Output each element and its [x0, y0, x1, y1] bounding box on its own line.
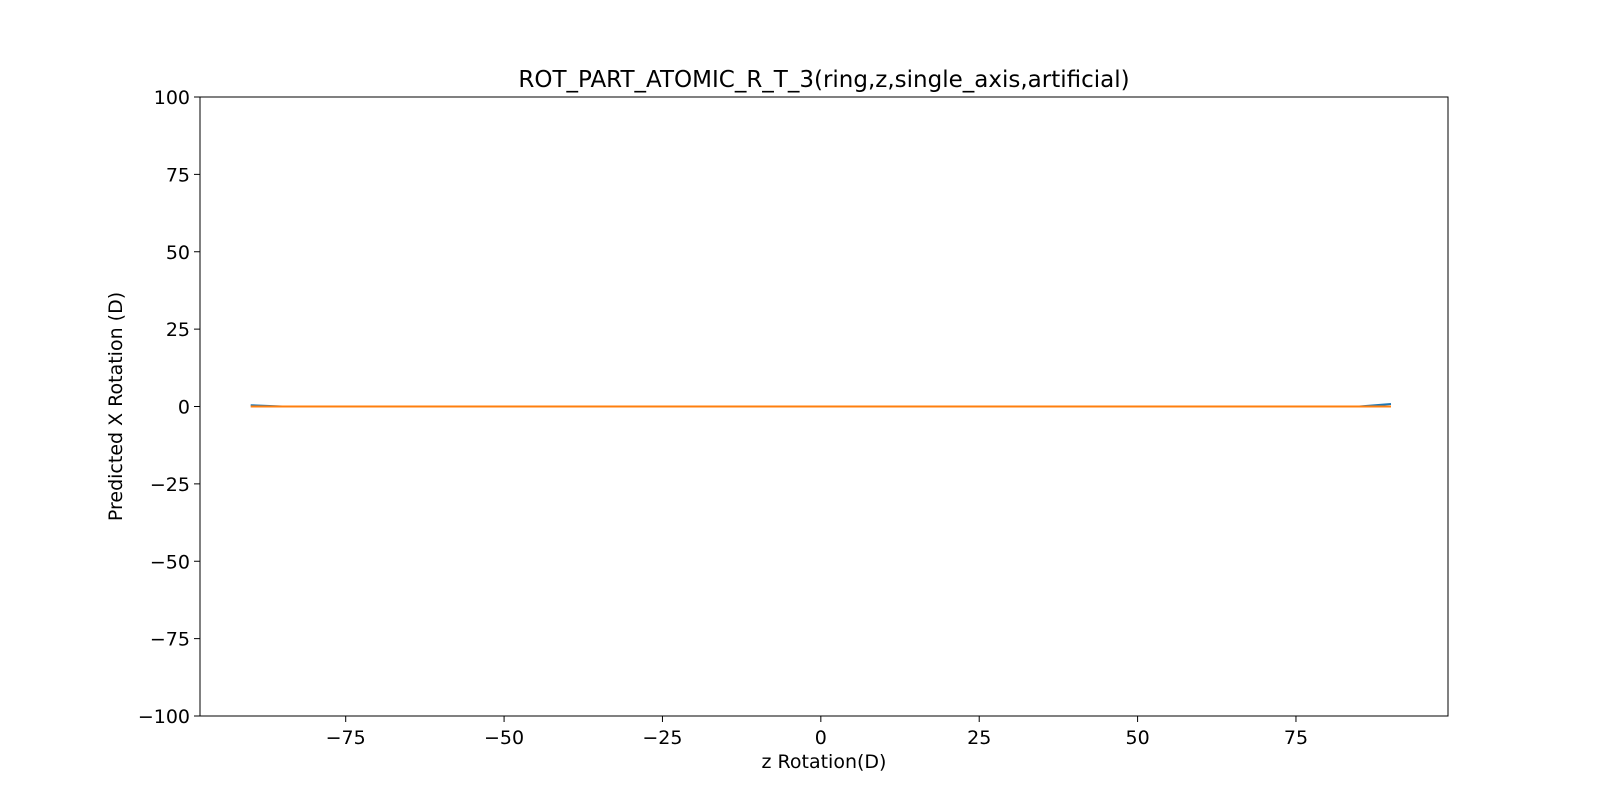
x-tick-label: 75: [1284, 727, 1308, 749]
y-tick-label: 0: [178, 397, 190, 419]
y-tick-label: 100: [154, 87, 190, 109]
x-tick-label: 50: [1125, 727, 1149, 749]
x-tick-label: −25: [642, 727, 682, 749]
y-tick-label: −75: [150, 629, 190, 651]
series-layer: [250, 403, 1392, 408]
y-axis-ticks: 100 75 50 25 0 −25 −50 −75 −100: [138, 87, 200, 728]
y-axis-label: Predicted X Rotation (D): [105, 292, 127, 521]
y-tick-label: 25: [166, 319, 190, 341]
y-tick-label: −100: [138, 706, 190, 728]
x-tick-label: −75: [326, 727, 366, 749]
y-tick-label: −50: [150, 551, 190, 573]
x-axis-label: z Rotation(D): [762, 751, 887, 773]
plot-area-frame: [199, 96, 1449, 717]
x-axis-ticks: −75 −50 −25 0 25 50 75: [326, 716, 1308, 749]
chart-title: ROT_PART_ATOMIC_R_T_3(ring,z,single_axis…: [518, 67, 1129, 93]
y-tick-label: −25: [150, 474, 190, 496]
x-tick-label: 25: [967, 727, 991, 749]
x-tick-label: 0: [815, 727, 827, 749]
x-tick-label: −50: [484, 727, 524, 749]
y-tick-label: 50: [166, 242, 190, 264]
y-tick-label: 75: [166, 164, 190, 186]
